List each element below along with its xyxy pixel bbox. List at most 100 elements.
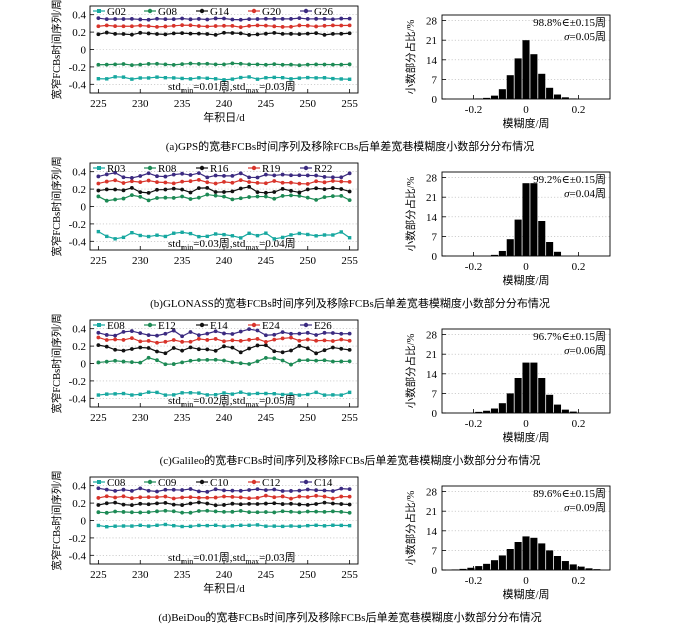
series-point (255, 233, 260, 238)
series-point (205, 192, 210, 197)
hist-bar (530, 183, 538, 256)
series-point (238, 186, 243, 191)
hist-bar (522, 362, 530, 413)
panel-gps: -0.4 -0.2 0 0.2 0.4 225 230 235 240 245 250 255 宽窄FC… (50, 0, 611, 153)
series-point (272, 495, 277, 500)
legend-marker (251, 322, 257, 328)
hist-bar (490, 254, 499, 256)
series-point (280, 350, 285, 355)
series-point (255, 62, 260, 67)
series-point (255, 32, 260, 37)
series-point (322, 338, 327, 343)
series-point (331, 233, 335, 237)
series-point (129, 510, 134, 515)
series-point (96, 194, 101, 199)
series-point (188, 510, 193, 515)
series-point (155, 180, 159, 185)
hist-bar (483, 410, 491, 413)
series-point (138, 392, 142, 397)
series-point (105, 525, 109, 529)
series-point (322, 195, 327, 200)
series-point (322, 16, 327, 21)
hist-bar (514, 58, 522, 99)
series-point (188, 190, 193, 195)
series-point (263, 16, 268, 21)
sigma-symbol: σ (564, 31, 570, 43)
std-annotation: stdmin=0.01周,stdmax=0.03周 (168, 80, 296, 95)
series-point (339, 509, 344, 514)
series-point (104, 510, 109, 515)
series-point (306, 232, 310, 237)
series-point (347, 189, 352, 194)
series-point (146, 524, 151, 528)
series-point (196, 509, 201, 513)
series-point (213, 24, 218, 28)
series-point (280, 180, 285, 185)
series-point (297, 181, 302, 186)
series-point (222, 16, 226, 21)
series-point (247, 75, 251, 79)
series-point (314, 351, 319, 356)
std-part: =0.03周 (259, 551, 295, 564)
ts-xtick-label: 250 (300, 569, 317, 581)
series-point (129, 176, 134, 180)
series-point (213, 509, 218, 514)
series-point (121, 32, 126, 36)
series-point (196, 347, 201, 352)
hist-bar (546, 87, 554, 99)
series-point (263, 333, 268, 338)
ts-ytick-label: 0 (81, 202, 87, 214)
series-point (305, 173, 310, 178)
series-point (205, 523, 209, 528)
series-point (213, 62, 218, 67)
hist-xlabel: 模糊度/周 (502, 273, 549, 287)
series-point (146, 178, 151, 183)
series-point (230, 180, 235, 185)
series-point (188, 173, 193, 177)
series-point (238, 171, 243, 176)
std-part: min (181, 400, 193, 409)
hist-xtick-label: 0 (523, 261, 529, 273)
hist-xtick-label: 0 (523, 418, 529, 430)
hist-ytick-label: 21 (426, 35, 437, 47)
series-point (230, 338, 235, 343)
series-point (196, 62, 201, 66)
series-point (247, 17, 252, 22)
series-point (121, 24, 126, 29)
series-point (171, 487, 176, 492)
series-point (263, 62, 268, 67)
series-point (180, 339, 185, 344)
series-point (146, 510, 151, 515)
ts-xtick-label: 235 (174, 98, 191, 110)
series-point (205, 175, 210, 180)
series-point (113, 178, 118, 183)
hist-bar (506, 393, 514, 413)
series-point (121, 235, 126, 240)
hist-ytick-label: 7 (432, 545, 438, 557)
series-point (280, 75, 285, 80)
series-point (96, 503, 101, 507)
series-point (96, 32, 101, 37)
series-point (146, 502, 151, 507)
series-point (247, 327, 252, 332)
series-point (289, 193, 293, 198)
series-point (238, 17, 243, 22)
series-point (188, 31, 193, 36)
series-point (289, 392, 293, 396)
std-annotation: stdmin=0.01周,stdmax=0.03周 (168, 551, 296, 566)
series-point (272, 190, 277, 194)
series-point (129, 347, 134, 351)
series-point (138, 194, 143, 199)
series-point (213, 357, 218, 362)
series-point (146, 62, 151, 66)
series-point (305, 182, 310, 186)
series-point (347, 77, 352, 81)
series-point (297, 16, 302, 21)
series-point (331, 393, 335, 397)
series-point (180, 503, 185, 507)
series-point (289, 496, 293, 501)
series-point (339, 346, 344, 351)
series-point (255, 391, 260, 396)
ts-ytick-label: 0.4 (72, 10, 86, 22)
series-point (180, 76, 184, 81)
